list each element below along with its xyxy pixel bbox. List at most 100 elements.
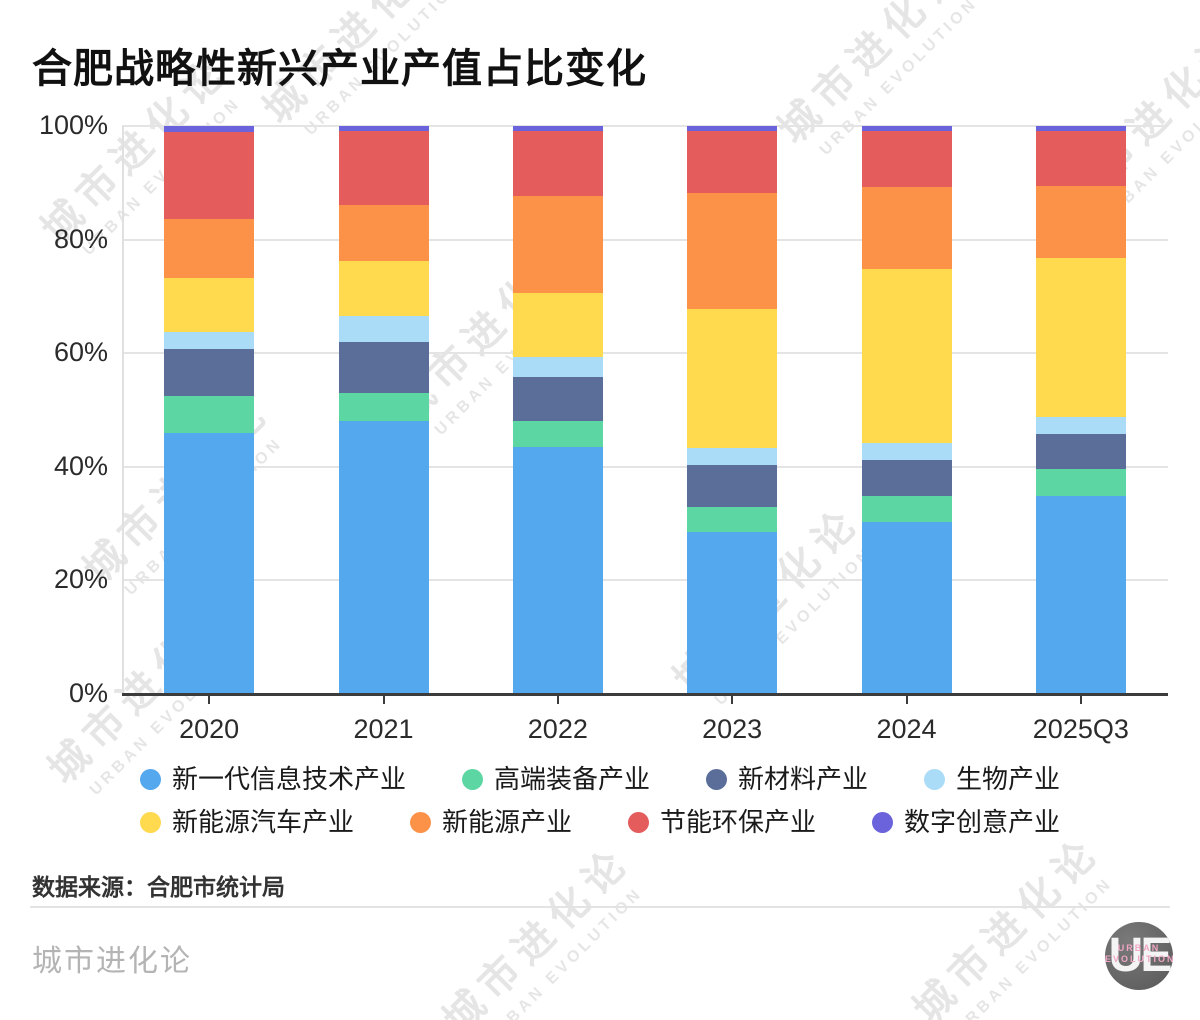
bar-segment xyxy=(861,459,952,497)
logo-word-urban: URBAN xyxy=(1117,943,1161,953)
gridline xyxy=(122,352,1168,355)
bar-segment xyxy=(512,196,603,294)
chart-legend: 新一代信息技术产业 高端装备产业 新材料产业 生物产业新能源汽车产业 新能源产业 节能环保… xyxy=(140,764,1150,850)
bar-segment xyxy=(164,432,255,694)
bar-segment xyxy=(1035,433,1126,469)
bar-segment xyxy=(1035,496,1126,694)
bar-segment xyxy=(687,131,778,193)
bar-segment xyxy=(164,332,255,350)
bar-segment xyxy=(164,126,255,132)
page-title: 合肥战略性新兴产业产值占比变化 xyxy=(32,47,647,91)
bar-segment xyxy=(1035,185,1126,259)
y-axis-tick-label: 80% xyxy=(53,223,108,254)
x-axis-tick-label: 2022 xyxy=(527,714,588,744)
bar-segment xyxy=(1035,468,1126,497)
x-axis-tick xyxy=(905,695,908,704)
legend-item: 高端装备产业 xyxy=(462,764,650,794)
data-source-note: 数据来源：合肥市统计局 xyxy=(32,874,285,900)
x-axis-tick xyxy=(731,695,734,704)
stacked-bar-2025Q3 xyxy=(1035,126,1126,694)
bar-segment xyxy=(512,356,603,378)
legend-label: 生物产业 xyxy=(956,764,1061,794)
bar-segment xyxy=(1035,126,1126,132)
bar-segment xyxy=(164,131,255,219)
legend-item: 生物产业 xyxy=(924,764,1060,794)
legend-label: 数字创意产业 xyxy=(904,807,1061,837)
bar-segment xyxy=(512,131,603,197)
stacked-bar-2020 xyxy=(164,126,255,694)
footer-divider xyxy=(30,906,1170,908)
bar-segment xyxy=(338,260,429,316)
bar-segment xyxy=(1035,417,1126,434)
legend-item: 数字创意产业 xyxy=(872,807,1060,837)
bar-segment xyxy=(861,443,952,460)
stacked-bar-2021 xyxy=(338,126,429,694)
bar-segment xyxy=(338,393,429,422)
bar-segment xyxy=(861,269,952,444)
bar-segment xyxy=(164,395,255,433)
legend-item: 新一代信息技术产业 xyxy=(140,764,406,794)
bar-segment xyxy=(1035,258,1126,418)
bar-segment xyxy=(687,308,778,449)
bar-segment xyxy=(338,341,429,394)
brand-name: 城市进化论 xyxy=(32,945,192,978)
legend-label: 节能环保产业 xyxy=(660,807,817,837)
legend-item: 新材料产业 xyxy=(706,764,868,794)
x-axis-tick-label: 2021 xyxy=(353,714,414,744)
y-axis-tick-label: 60% xyxy=(53,337,108,368)
x-axis-line xyxy=(122,693,1168,696)
x-axis-tick-label: 2023 xyxy=(702,714,763,744)
bar-segment xyxy=(687,465,778,507)
logo-word-evolution: EVOLUTION xyxy=(1105,954,1173,964)
legend-color-dot-icon xyxy=(410,811,432,833)
x-axis-tick xyxy=(208,695,211,704)
x-axis-tick-label: 2020 xyxy=(179,714,240,744)
bar-segment xyxy=(861,130,952,187)
legend-label: 高端装备产业 xyxy=(494,764,651,794)
legend-row: 新能源汽车产业 新能源产业 节能环保产业 数字创意产业 xyxy=(140,807,1150,837)
bar-segment xyxy=(164,349,255,396)
plot-left-border xyxy=(122,126,124,694)
bar-segment xyxy=(1035,131,1126,186)
x-axis-tick xyxy=(556,695,559,704)
legend-label: 新能源汽车产业 xyxy=(172,807,355,837)
y-axis-tick-label: 40% xyxy=(53,450,108,481)
legend-label: 新一代信息技术产业 xyxy=(172,764,407,794)
bar-segment xyxy=(164,218,255,279)
legend-color-dot-icon xyxy=(628,811,650,833)
bar-segment xyxy=(687,125,778,132)
logo-wordmark: URBAN EVOLUTION xyxy=(1105,943,1173,965)
legend-item: 新能源产业 xyxy=(410,807,572,837)
stacked-bar-2022 xyxy=(512,126,603,694)
bar-segment xyxy=(861,521,952,694)
y-axis-tick-label: 100% xyxy=(38,110,108,140)
legend-color-dot-icon xyxy=(462,768,484,790)
bar-segment xyxy=(861,186,952,270)
gridline xyxy=(122,125,1168,127)
bar-segment xyxy=(164,278,255,333)
gridline xyxy=(122,238,1168,241)
legend-color-dot-icon xyxy=(872,811,894,833)
bar-segment xyxy=(338,126,429,132)
legend-color-dot-icon xyxy=(140,811,161,833)
legend-label: 新材料产业 xyxy=(738,764,869,794)
legend-item: 节能环保产业 xyxy=(628,807,816,837)
bar-segment xyxy=(687,192,778,309)
x-axis-tick xyxy=(382,695,385,704)
bar-segment xyxy=(687,506,778,533)
legend-color-dot-icon xyxy=(924,768,946,790)
logo-initials: UE xyxy=(1108,929,1173,982)
legend-row: 新一代信息技术产业 高端装备产业 新材料产业 生物产业 xyxy=(140,764,1150,794)
bar-segment xyxy=(512,421,603,447)
gridline xyxy=(122,465,1168,468)
stacked-bar-2024 xyxy=(861,125,952,694)
bar-segment xyxy=(687,532,778,694)
legend-item: 新能源汽车产业 xyxy=(140,807,354,837)
bar-segment xyxy=(687,448,778,466)
stacked-bar-2023 xyxy=(687,125,778,694)
y-axis-tick-label: 20% xyxy=(53,564,108,595)
bar-segment xyxy=(512,446,603,694)
bar-segment xyxy=(338,204,429,261)
